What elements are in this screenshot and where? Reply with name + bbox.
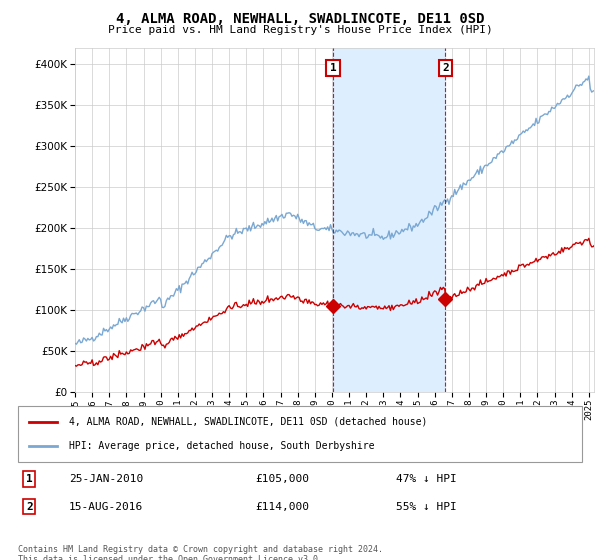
Text: 25-JAN-2010: 25-JAN-2010 <box>69 474 143 484</box>
Bar <box>333 48 445 392</box>
Text: 47% ↓ HPI: 47% ↓ HPI <box>396 474 457 484</box>
Text: Price paid vs. HM Land Registry's House Price Index (HPI): Price paid vs. HM Land Registry's House … <box>107 25 493 35</box>
Text: 4, ALMA ROAD, NEWHALL, SWADLINCOTE, DE11 0SD: 4, ALMA ROAD, NEWHALL, SWADLINCOTE, DE11… <box>116 12 484 26</box>
Text: 15-AUG-2016: 15-AUG-2016 <box>69 502 143 512</box>
FancyBboxPatch shape <box>18 406 582 462</box>
Text: 1: 1 <box>26 474 32 484</box>
Text: HPI: Average price, detached house, South Derbyshire: HPI: Average price, detached house, Sout… <box>69 441 374 451</box>
Text: Contains HM Land Registry data © Crown copyright and database right 2024.
This d: Contains HM Land Registry data © Crown c… <box>18 545 383 560</box>
Text: 1: 1 <box>330 63 337 73</box>
Text: £114,000: £114,000 <box>255 502 309 512</box>
Text: £105,000: £105,000 <box>255 474 309 484</box>
Text: 2: 2 <box>26 502 32 512</box>
Text: 2: 2 <box>442 63 449 73</box>
Text: 55% ↓ HPI: 55% ↓ HPI <box>396 502 457 512</box>
Text: 4, ALMA ROAD, NEWHALL, SWADLINCOTE, DE11 0SD (detached house): 4, ALMA ROAD, NEWHALL, SWADLINCOTE, DE11… <box>69 417 427 427</box>
